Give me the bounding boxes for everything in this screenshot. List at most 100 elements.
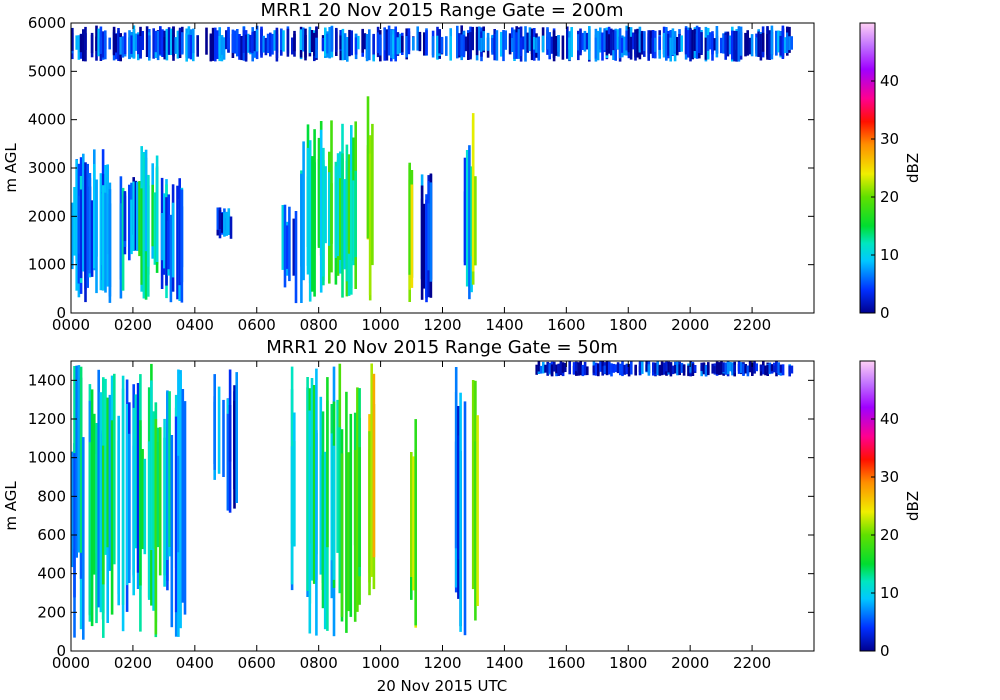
echo-cell: [596, 30, 600, 61]
echo-cell: [339, 35, 342, 50]
echo-cell: [605, 361, 609, 376]
echo-cell: [220, 36, 224, 55]
echo-cell: [341, 153, 344, 298]
echo-cell: [310, 378, 314, 581]
x-tick-label: 1800: [609, 316, 647, 334]
echo-cell: [328, 172, 331, 246]
echo-cell: [610, 364, 613, 373]
echo-cell: [463, 157, 467, 266]
echo-cell: [579, 28, 582, 56]
echo-cell: [788, 36, 791, 51]
echo-cell: [128, 433, 131, 583]
echo-cell: [123, 191, 127, 242]
echo-cell: [773, 365, 776, 373]
echo-cell: [522, 36, 525, 50]
echo-cell: [160, 213, 164, 261]
y-axis-ticks: 0 200 400 600 800 1000 1200 1400: [28, 371, 814, 660]
echo-cell: [108, 394, 112, 571]
echo-cell: [583, 30, 587, 52]
echo-cell: [616, 29, 620, 50]
echo-cell: [104, 192, 107, 293]
echo-cell: [79, 34, 83, 53]
echo-cell: [326, 377, 329, 548]
echo-cell: [737, 361, 741, 374]
echo-cell: [363, 33, 367, 50]
colorbar-tick-label: 10: [880, 246, 899, 264]
echo-cell: [470, 166, 473, 257]
x-tick-label: 1000: [361, 316, 399, 334]
echo-cell: [629, 36, 633, 60]
echo-cell: [106, 193, 109, 255]
echo-cell: [158, 427, 162, 576]
echo-cell: [238, 34, 241, 60]
echo-cell: [361, 28, 364, 53]
x-tick-label: 2200: [733, 316, 771, 334]
echo-cell: [117, 440, 120, 595]
echo-cell: [423, 32, 426, 56]
echo-cell: [134, 33, 138, 51]
echo-cell: [385, 31, 389, 61]
echo-cell: [619, 363, 622, 376]
echo-cell: [678, 364, 681, 376]
echo-cell: [227, 26, 230, 50]
echo-cell: [163, 193, 166, 269]
echo-cell: [737, 33, 741, 62]
echo-cell: [559, 361, 563, 375]
echo-cell: [702, 363, 706, 375]
echo-cell: [601, 366, 604, 376]
echo-cell: [154, 418, 158, 635]
echo-cell: [183, 401, 187, 615]
echo-cell: [581, 32, 584, 50]
echo-cell: [306, 147, 310, 275]
echo-cell: [356, 387, 359, 612]
echo-cell: [627, 35, 631, 53]
echo-cell: [249, 34, 252, 53]
echo-cell: [75, 160, 78, 291]
x-tick-label: 0600: [238, 654, 276, 672]
y-tick-label: 1200: [28, 410, 66, 428]
echo-cell: [610, 28, 613, 56]
echo-cell: [654, 365, 657, 374]
echo-cell: [372, 373, 376, 558]
echo-cell: [390, 29, 393, 58]
echo-cell: [165, 28, 169, 61]
colorbar-tick-label: 40: [880, 410, 899, 428]
echo-cell: [271, 33, 274, 55]
echo-cell: [524, 26, 527, 62]
echo-cell: [317, 137, 321, 248]
echo-cell: [264, 37, 268, 56]
echo-cell: [82, 35, 85, 62]
echo-cell: [155, 155, 159, 262]
echo-cell: [454, 367, 458, 549]
echo-cell: [130, 199, 133, 255]
echo-cell: [315, 37, 318, 59]
echo-cell: [724, 363, 728, 373]
echo-cell: [368, 153, 372, 296]
echo-cell: [775, 30, 778, 56]
echo-cell: [141, 449, 144, 550]
echo-cell: [350, 30, 353, 56]
echo-cell: [396, 37, 400, 55]
echo-cell: [240, 37, 243, 60]
echo-cell: [225, 211, 228, 236]
echo-cell: [739, 26, 743, 56]
echo-cell: [330, 433, 334, 561]
echo-cell: [338, 427, 342, 594]
echo-cell: [84, 26, 87, 62]
echo-cell: [217, 386, 221, 474]
echo-cell: [460, 34, 463, 57]
echo-cell: [285, 225, 289, 269]
echo-cell: [308, 410, 312, 634]
x-tick-label: 2000: [671, 316, 709, 334]
echo-cell: [733, 30, 736, 62]
echo-cell: [226, 413, 230, 511]
echo-cell: [181, 32, 184, 55]
x-tick-label: 1600: [547, 316, 585, 334]
echo-cell: [533, 36, 536, 50]
echo-cell: [280, 28, 283, 50]
echo-cell: [546, 361, 549, 376]
echo-cell: [166, 390, 169, 560]
echo-cell: [614, 30, 617, 61]
echo-cell: [311, 156, 314, 292]
echo-cell: [733, 364, 736, 374]
